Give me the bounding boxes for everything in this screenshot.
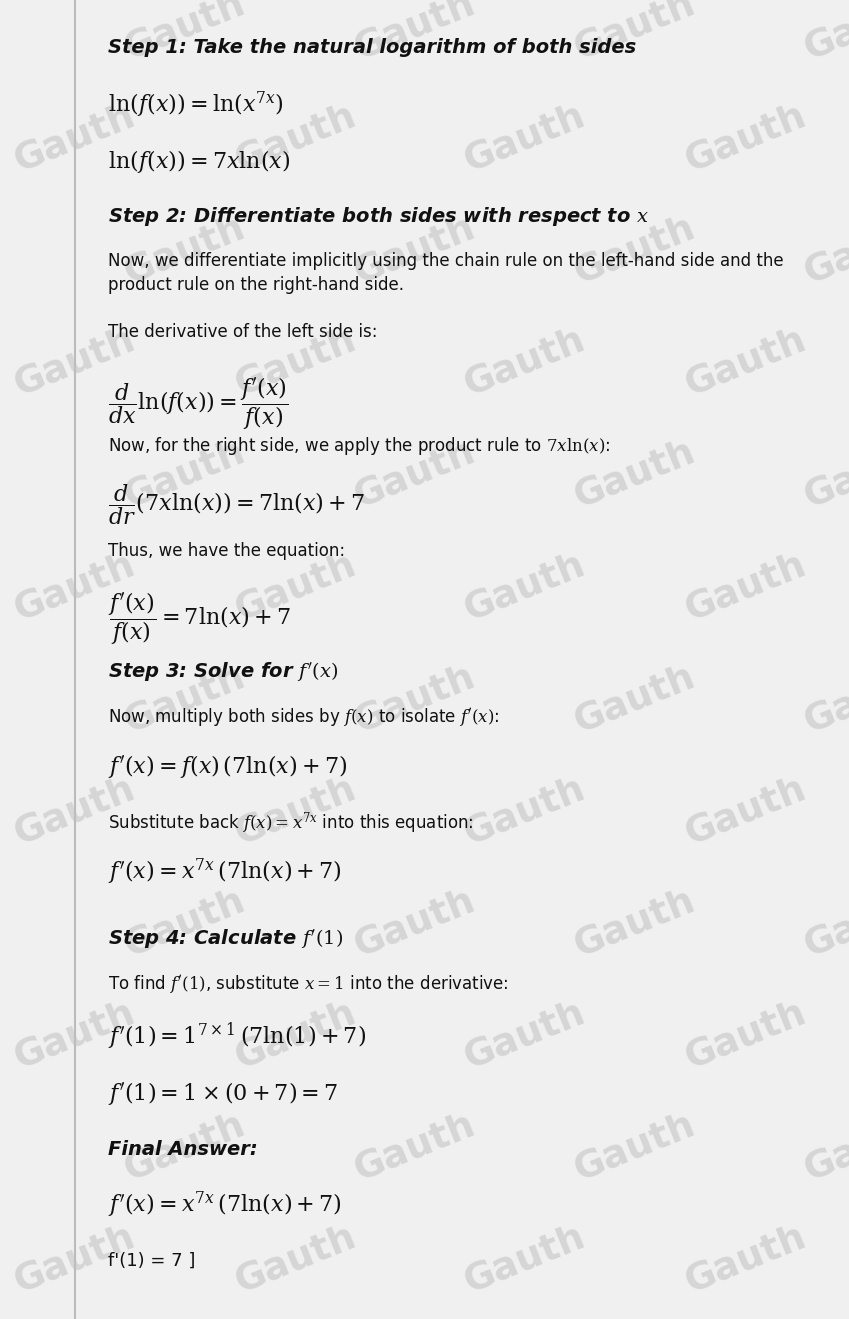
- Text: Gauth: Gauth: [119, 882, 250, 964]
- Text: Gauth: Gauth: [798, 210, 849, 291]
- Text: $\dfrac{f'(x)}{f(x)} = 7\ln(x) + 7$: $\dfrac{f'(x)}{f(x)} = 7\ln(x) + 7$: [108, 590, 291, 646]
- Text: Gauth: Gauth: [458, 546, 590, 628]
- Text: To find $f'(1)$, substitute $x = 1$ into the derivative:: To find $f'(1)$, substitute $x = 1$ into…: [108, 973, 509, 995]
- Text: Substitute back $f(x) = x^{7x}$ into this equation:: Substitute back $f(x) = x^{7x}$ into thi…: [108, 810, 474, 836]
- Text: Gauth: Gauth: [798, 434, 849, 516]
- Text: Gauth: Gauth: [229, 546, 361, 628]
- Text: Gauth: Gauth: [229, 98, 361, 179]
- Text: product rule on the right-hand side.: product rule on the right-hand side.: [108, 276, 404, 294]
- Text: $f'(x) = x^{7x}\,(7\ln(x) + 7)$: $f'(x) = x^{7x}\,(7\ln(x) + 7)$: [108, 1190, 342, 1220]
- Text: $f'(1) = 1^{7\times 1}\,(7\ln(1) + 7)$: $f'(1) = 1^{7\times 1}\,(7\ln(1) + 7)$: [108, 1020, 366, 1051]
- Text: Gauth: Gauth: [8, 1219, 140, 1301]
- Text: Step 4: Calculate $f'(1)$: Step 4: Calculate $f'(1)$: [108, 927, 343, 950]
- Text: $\ln(f(x)) = \ln(x^{7x})$: $\ln(f(x)) = \ln(x^{7x})$: [108, 90, 284, 120]
- Text: Gauth: Gauth: [569, 882, 700, 964]
- Text: f'(1) = 7 ]: f'(1) = 7 ]: [108, 1252, 195, 1270]
- Text: Gauth: Gauth: [458, 322, 590, 404]
- Text: Gauth: Gauth: [798, 1107, 849, 1188]
- Text: Gauth: Gauth: [229, 1219, 361, 1301]
- Text: Gauth: Gauth: [569, 0, 700, 67]
- Text: Gauth: Gauth: [348, 210, 480, 291]
- Text: $\dfrac{d}{dx}\ln(f(x)) = \dfrac{f'(x)}{f(x)}$: $\dfrac{d}{dx}\ln(f(x)) = \dfrac{f'(x)}{…: [108, 375, 289, 431]
- Text: Now, for the right side, we apply the product rule to $7x\ln(x)$:: Now, for the right side, we apply the pr…: [108, 435, 610, 456]
- Text: Gauth: Gauth: [348, 1107, 480, 1188]
- Text: $\ln(f(x)) = 7x\ln(x)$: $\ln(f(x)) = 7x\ln(x)$: [108, 148, 290, 175]
- Text: Final Answer:: Final Answer:: [108, 1140, 257, 1159]
- Text: Gauth: Gauth: [348, 658, 480, 740]
- Text: Gauth: Gauth: [798, 658, 849, 740]
- Text: Gauth: Gauth: [569, 434, 700, 516]
- Text: $f'(x) = x^{7x}\,(7\ln(x) + 7)$: $f'(x) = x^{7x}\,(7\ln(x) + 7)$: [108, 857, 342, 888]
- Text: Now, multiply both sides by $f(x)$ to isolate $f'(x)$:: Now, multiply both sides by $f(x)$ to is…: [108, 706, 499, 728]
- Text: Gauth: Gauth: [119, 0, 250, 67]
- Text: Gauth: Gauth: [679, 98, 811, 179]
- Text: Gauth: Gauth: [679, 546, 811, 628]
- Text: Step 2: Differentiate both sides with respect to $x$: Step 2: Differentiate both sides with re…: [108, 204, 649, 228]
- Text: Gauth: Gauth: [8, 546, 140, 628]
- Text: Gauth: Gauth: [229, 995, 361, 1076]
- Text: Gauth: Gauth: [8, 770, 140, 852]
- Text: Gauth: Gauth: [679, 770, 811, 852]
- Text: Thus, we have the equation:: Thus, we have the equation:: [108, 542, 346, 561]
- Text: Gauth: Gauth: [119, 210, 250, 291]
- Text: Gauth: Gauth: [348, 434, 480, 516]
- Text: Gauth: Gauth: [8, 322, 140, 404]
- Text: Gauth: Gauth: [348, 0, 480, 67]
- Text: Gauth: Gauth: [348, 882, 480, 964]
- Text: $f'(x) = f(x)\,(7\ln(x) + 7)$: $f'(x) = f(x)\,(7\ln(x) + 7)$: [108, 753, 347, 780]
- Text: $f'(1) = 1 \times (0 + 7) = 7$: $f'(1) = 1 \times (0 + 7) = 7$: [108, 1080, 339, 1107]
- Text: Step 3: Solve for $f'(x)$: Step 3: Solve for $f'(x)$: [108, 660, 338, 683]
- Text: Gauth: Gauth: [569, 1107, 700, 1188]
- Text: Gauth: Gauth: [8, 995, 140, 1076]
- Text: Gauth: Gauth: [569, 210, 700, 291]
- Text: Gauth: Gauth: [229, 770, 361, 852]
- Text: The derivative of the left side is:: The derivative of the left side is:: [108, 323, 378, 342]
- Text: Gauth: Gauth: [458, 770, 590, 852]
- Text: Gauth: Gauth: [458, 995, 590, 1076]
- Text: Gauth: Gauth: [458, 98, 590, 179]
- Text: Gauth: Gauth: [119, 434, 250, 516]
- Text: Gauth: Gauth: [8, 98, 140, 179]
- Text: $\dfrac{d}{dr}\left(7x\ln(x)\right) = 7\ln(x) + 7$: $\dfrac{d}{dr}\left(7x\ln(x)\right) = 7\…: [108, 481, 365, 528]
- Text: Gauth: Gauth: [798, 882, 849, 964]
- Text: Now, we differentiate implicitly using the chain rule on the left-hand side and : Now, we differentiate implicitly using t…: [108, 252, 784, 270]
- Text: Gauth: Gauth: [119, 1107, 250, 1188]
- Text: Gauth: Gauth: [458, 1219, 590, 1301]
- Text: Gauth: Gauth: [679, 322, 811, 404]
- Text: Gauth: Gauth: [679, 995, 811, 1076]
- Text: Gauth: Gauth: [119, 658, 250, 740]
- Text: Step 1: Take the natural logarithm of both sides: Step 1: Take the natural logarithm of bo…: [108, 38, 636, 57]
- Text: Gauth: Gauth: [679, 1219, 811, 1301]
- Text: Gauth: Gauth: [569, 658, 700, 740]
- Text: Gauth: Gauth: [798, 0, 849, 67]
- Text: Gauth: Gauth: [229, 322, 361, 404]
